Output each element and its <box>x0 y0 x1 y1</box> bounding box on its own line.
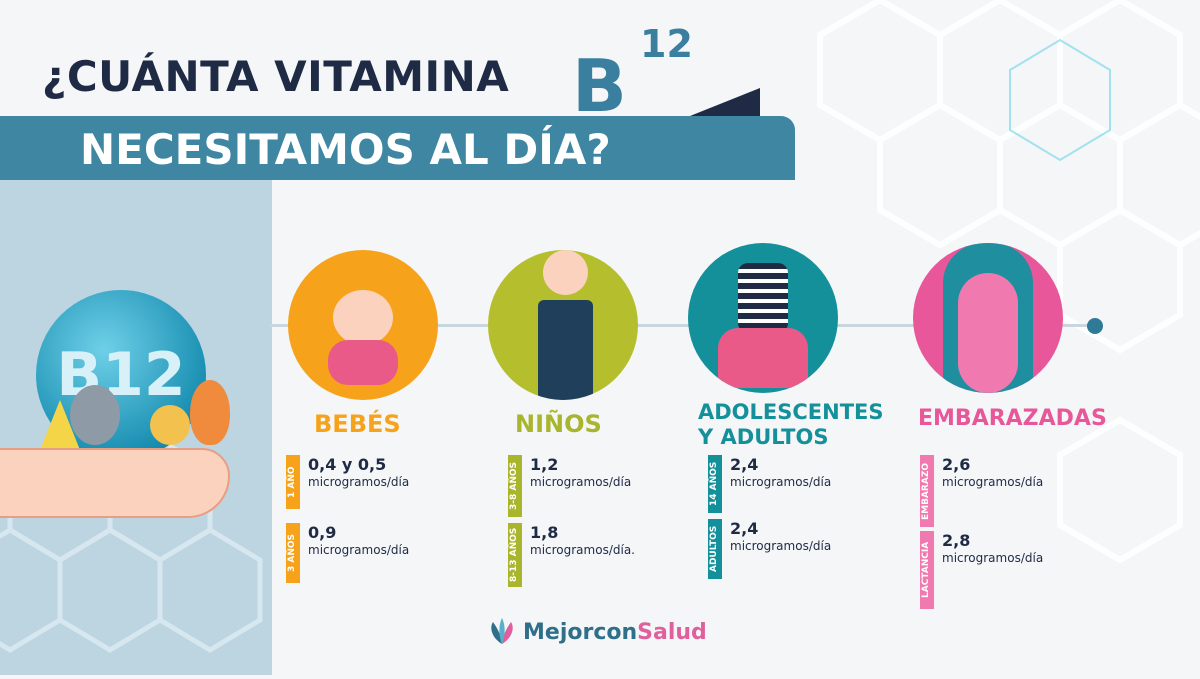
title-line2: NECESITAMOS AL DÍA? <box>80 125 611 174</box>
dose-unit: microgramos/día <box>730 539 832 553</box>
title-line1: ¿CUÁNTA VITAMINA <box>42 52 510 101</box>
bebes-illustration <box>288 250 438 400</box>
dose-unit: microgramos/día. <box>530 543 635 557</box>
dose-value: 0,9 <box>308 523 337 542</box>
dose-item: EMBARAZO 2,6 microgramos/día <box>920 455 1043 531</box>
dose-value: 0,4 y 0,5 <box>308 455 387 474</box>
dose-item: 3 AÑOS 0,9 microgramos/día <box>286 523 409 583</box>
ninos-illustration <box>488 250 638 400</box>
category-bebes: BEBÉS <box>314 410 401 438</box>
dose-value: 2,4 <box>730 455 759 474</box>
dose-unit: microgramos/día <box>942 475 1044 489</box>
dose-unit: microgramos/día <box>942 551 1044 565</box>
dose-value: 2,4 <box>730 519 759 538</box>
dose-item: 8-13 AÑOS 1,8 microgramos/día. <box>508 523 635 587</box>
dose-item: LACTANCIA 2,8 microgramos/día <box>920 531 1043 609</box>
age-tag: 8-13 AÑOS <box>508 523 522 587</box>
dose-item: 14 AÑOS 2,4 microgramos/día <box>708 455 831 519</box>
dose-item: 1 AÑO 0,4 y 0,5 microgramos/día <box>286 455 409 523</box>
age-tag: EMBARAZO <box>920 455 934 527</box>
ninos-items: 3-8 AÑOS 1,2 microgramos/día 8-13 AÑOS 1,… <box>508 455 635 587</box>
dose-item: ADULTOS 2,4 microgramos/día <box>708 519 831 579</box>
lotus-icon <box>491 618 513 644</box>
dose-unit: microgramos/día <box>530 475 632 489</box>
hand-illustration <box>0 448 230 518</box>
timeline <box>270 324 1095 327</box>
timeline-end-dot <box>1087 318 1103 334</box>
bebes-items: 1 AÑO 0,4 y 0,5 microgramos/día 3 AÑOS 0,… <box>286 455 409 583</box>
dose-value: 2,6 <box>942 455 971 474</box>
category-embarazadas: EMBARAZADAS <box>918 406 1107 431</box>
age-tag: 3-8 AÑOS <box>508 455 522 517</box>
embarazadas-items: EMBARAZO 2,6 microgramos/día LACTANCIA 2,… <box>920 455 1043 609</box>
dose-item: 3-8 AÑOS 1,2 microgramos/día <box>508 455 635 523</box>
logo-text-mejorcon: Mejorcon <box>523 619 638 645</box>
category-ninos: NIÑOS <box>515 410 602 438</box>
age-tag: LACTANCIA <box>920 531 934 609</box>
dose-unit: microgramos/día <box>308 475 410 489</box>
dose-value: 1,2 <box>530 455 559 474</box>
age-tag: 3 AÑOS <box>286 523 300 583</box>
title-vitamin-letter: B <box>572 44 627 128</box>
category-adolescentes-adultos: ADOLESCENTES Y ADULTOS <box>698 400 884 449</box>
age-tag: 1 AÑO <box>286 455 300 509</box>
title-vitamin-number: 12 <box>640 22 693 66</box>
left-panel: B12 <box>0 180 272 675</box>
embarazadas-illustration <box>913 243 1063 393</box>
adultos-items: 14 AÑOS 2,4 microgramos/día ADULTOS 2,4 mi… <box>708 455 831 579</box>
adolescentes-illustration <box>688 243 838 393</box>
title-banner <box>0 116 795 180</box>
age-tag: ADULTOS <box>708 519 722 579</box>
dose-unit: microgramos/día <box>308 543 410 557</box>
dose-value: 1,8 <box>530 523 559 542</box>
food-illustration <box>40 380 230 450</box>
brand-logo: Mejorcon Salud <box>487 618 707 646</box>
banner-fold <box>690 88 760 116</box>
logo-text-salud: Salud <box>637 619 707 645</box>
dose-unit: microgramos/día <box>730 475 832 489</box>
dose-value: 2,8 <box>942 531 971 550</box>
age-tag: 14 AÑOS <box>708 455 722 513</box>
